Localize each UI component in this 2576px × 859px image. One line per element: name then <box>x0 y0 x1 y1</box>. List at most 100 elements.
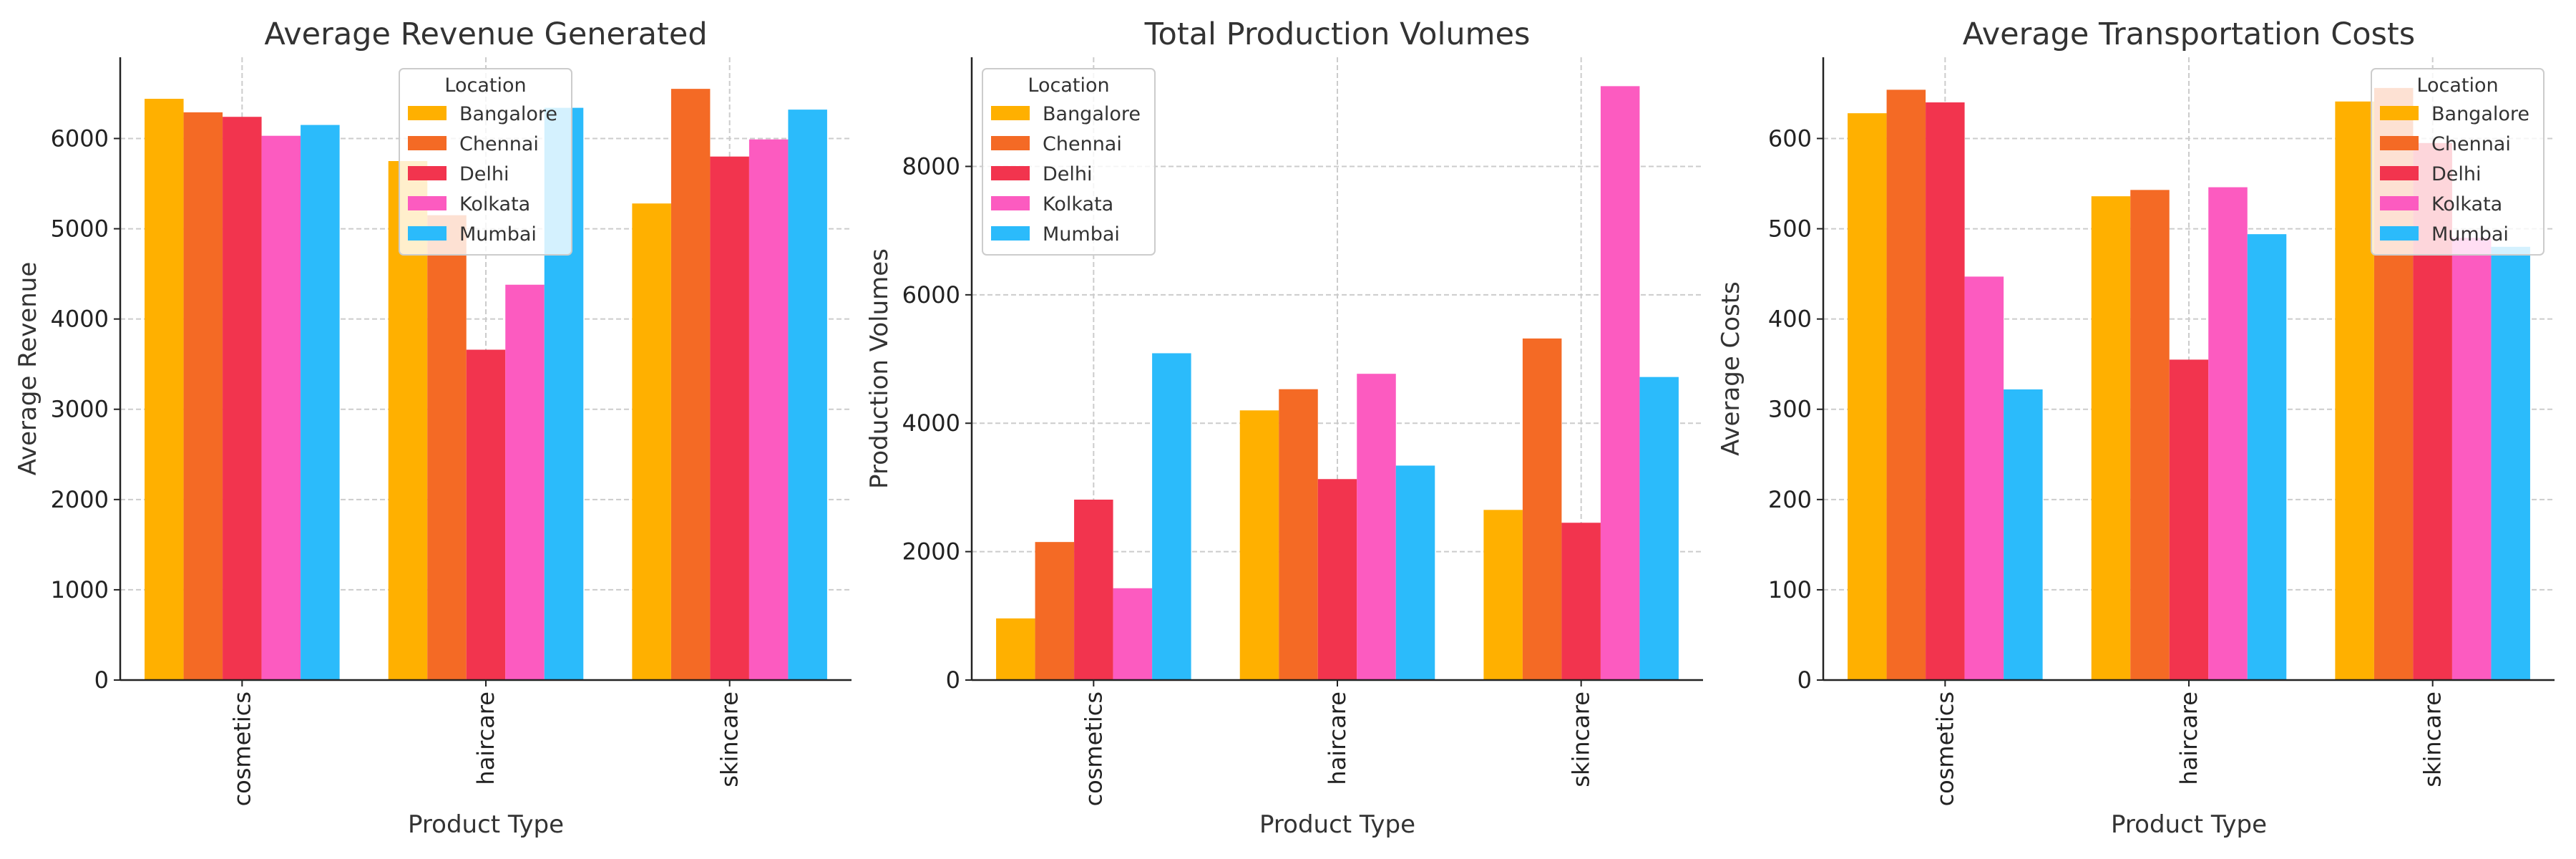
legend: Location Bangalore Chennai Delhi Kolkata Mumb… <box>2371 68 2545 256</box>
x-axis-label: Product Type <box>2111 810 2267 839</box>
bar-bangalore-haircare <box>1239 410 1279 680</box>
bar-chennai-cosmetics <box>1886 89 1926 681</box>
chart-panel-3: 0 100 200 300 400 500 600 cosmetics haircare skin… <box>1717 16 2555 839</box>
legend-label-delhi: Delhi <box>1043 163 1093 185</box>
legend-label-kolkata: Kolkata <box>2431 193 2502 215</box>
x-axis-label: Product Type <box>408 810 564 839</box>
x-tick-label: skincare <box>716 691 743 787</box>
legend-title: Location <box>2416 74 2498 97</box>
bar-bangalore-haircare <box>2091 196 2131 680</box>
y-tick-label: 0 <box>94 666 109 694</box>
bar-mumbai-skincare <box>2491 246 2530 681</box>
legend-label-mumbai: Mumbai <box>2431 223 2509 246</box>
y-tick-label: 300 <box>1768 396 1812 423</box>
bar-chennai-haircare <box>1279 389 1318 680</box>
legend-swatch-delhi <box>991 166 1030 180</box>
chart-title: Average Revenue Generated <box>264 16 707 52</box>
bar-kolkata-haircare <box>505 284 545 680</box>
x-tick-label: cosmetics <box>1080 691 1107 806</box>
legend: Location Bangalore Chennai Delhi Kolkata Mumb… <box>399 68 572 256</box>
legend: Location Bangalore Chennai Delhi Kolkata Mumb… <box>982 68 1156 256</box>
bar-kolkata-haircare <box>1357 374 1396 680</box>
bar-delhi-haircare <box>2169 359 2209 680</box>
y-axis-label: Average Revenue <box>14 262 42 476</box>
legend-swatch-mumbai <box>408 226 447 241</box>
bar-delhi-cosmetics <box>1926 102 1965 681</box>
legend-label-chennai: Chennai <box>1043 133 1122 155</box>
x-tick-label: cosmetics <box>228 691 255 806</box>
legend-label-bangalore: Bangalore <box>1043 103 1141 125</box>
legend-title: Location <box>444 74 526 97</box>
legend-swatch-bangalore <box>408 106 447 120</box>
x-tick-label: skincare <box>2419 691 2446 787</box>
legend-label-kolkata: Kolkata <box>459 193 530 215</box>
bar-mumbai-cosmetics <box>2004 389 2043 680</box>
y-axis-label: Production Volumes <box>865 248 894 489</box>
legend-swatch-kolkata <box>2380 196 2419 210</box>
y-tick-label: 600 <box>1768 125 1812 152</box>
legend-label-delhi: Delhi <box>459 163 509 185</box>
bar-chennai-cosmetics <box>183 112 223 681</box>
chart-title: Average Transportation Costs <box>1963 16 2415 52</box>
y-axis-label: Average Costs <box>1717 281 1745 456</box>
bar-kolkata-skincare <box>2451 238 2492 680</box>
legend-title: Location <box>1028 74 1109 97</box>
bar-kolkata-cosmetics <box>261 135 301 680</box>
y-tick-label: 2000 <box>51 486 109 513</box>
legend-swatch-delhi <box>2380 166 2419 180</box>
legend-swatch-bangalore <box>991 106 1030 120</box>
bar-mumbai-skincare <box>788 110 827 680</box>
bar-delhi-haircare <box>466 349 506 680</box>
legend-swatch-chennai <box>991 136 1030 150</box>
y-tick-label: 400 <box>1768 306 1812 333</box>
bar-bangalore-skincare <box>1483 510 1523 680</box>
legend-label-chennai: Chennai <box>2431 133 2511 155</box>
legend-label-bangalore: Bangalore <box>459 103 557 125</box>
y-tick-label: 0 <box>946 666 960 694</box>
bar-delhi-skincare <box>710 156 749 680</box>
x-tick-label: haircare <box>472 691 499 785</box>
bar-mumbai-cosmetics <box>1152 353 1191 680</box>
legend-label-kolkata: Kolkata <box>1043 193 1113 215</box>
bar-kolkata-skincare <box>748 139 789 680</box>
x-tick-label: haircare <box>2175 691 2202 785</box>
bar-mumbai-haircare <box>1395 465 1435 680</box>
bar-kolkata-haircare <box>2208 187 2248 681</box>
y-tick-label: 4000 <box>51 306 109 333</box>
bar-chennai-haircare <box>427 215 467 680</box>
bar-chennai-skincare <box>670 89 711 680</box>
bar-bangalore-skincare <box>2335 101 2374 681</box>
legend-label-delhi: Delhi <box>2431 163 2482 185</box>
legend-swatch-kolkata <box>991 196 1030 210</box>
y-tick-label: 500 <box>1768 215 1812 243</box>
legend-swatch-mumbai <box>991 226 1030 241</box>
chart-title: Total Production Volumes <box>1144 16 1531 52</box>
bar-chennai-skincare <box>1522 338 1562 680</box>
bar-delhi-cosmetics <box>1074 499 1113 680</box>
bar-mumbai-cosmetics <box>301 125 340 681</box>
bar-kolkata-cosmetics <box>1964 276 2004 680</box>
chart-panel-1: 0 1000 2000 3000 4000 5000 6000 cosmetics hairca… <box>14 16 852 839</box>
y-tick-label: 100 <box>1768 576 1812 603</box>
bar-bangalore-cosmetics <box>996 618 1035 680</box>
bar-mumbai-haircare <box>2247 234 2287 680</box>
legend-swatch-delhi <box>408 166 447 180</box>
bar-delhi-skincare <box>1561 523 1601 680</box>
x-tick-label: cosmetics <box>1931 691 1958 806</box>
bar-kolkata-skincare <box>1600 86 1640 680</box>
x-axis-label: Product Type <box>1259 810 1415 839</box>
legend-swatch-chennai <box>2380 136 2419 150</box>
y-tick-label: 5000 <box>51 215 109 243</box>
y-tick-label: 200 <box>1768 486 1812 513</box>
legend-label-bangalore: Bangalore <box>2431 103 2529 125</box>
bar-kolkata-cosmetics <box>1113 588 1153 680</box>
x-tick-label: haircare <box>1324 691 1351 785</box>
y-tick-label: 8000 <box>902 152 960 180</box>
y-tick-label: 6000 <box>51 125 109 152</box>
bar-chennai-haircare <box>2130 190 2170 680</box>
legend-swatch-chennai <box>408 136 447 150</box>
y-tick-label: 3000 <box>51 396 109 423</box>
bar-delhi-haircare <box>1317 479 1357 680</box>
chart-panel-2: 0 2000 4000 6000 8000 cosmetics haircare skinca… <box>865 16 1703 839</box>
